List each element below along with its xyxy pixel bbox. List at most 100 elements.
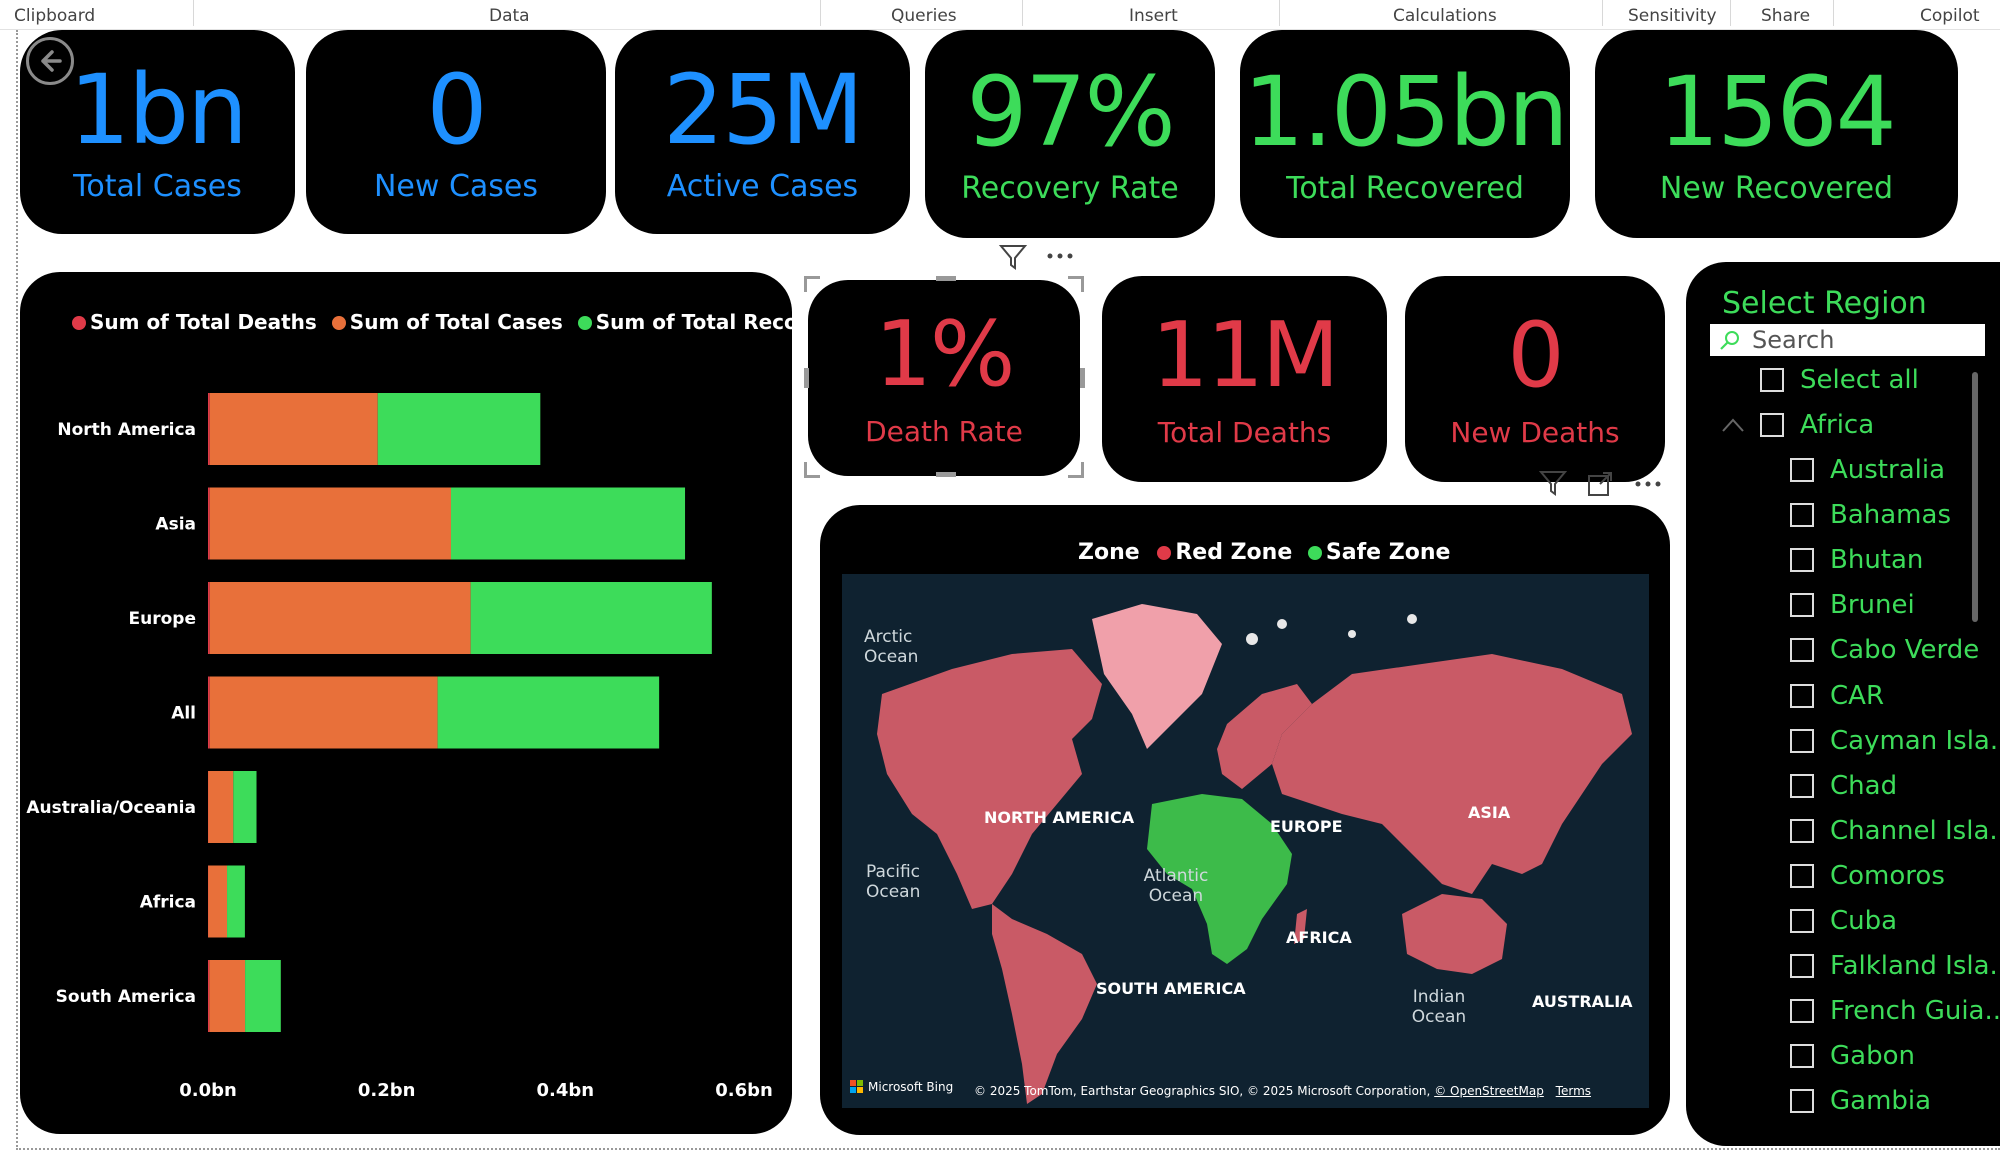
selection-handle[interactable] <box>804 368 809 388</box>
slicer-item[interactable]: Chad <box>1790 769 1897 803</box>
terms-link[interactable]: Terms <box>1555 1084 1592 1098</box>
slicer-item[interactable]: Australia <box>1790 453 1945 487</box>
slicer-select-all[interactable]: Select all <box>1760 363 1919 397</box>
slicer-group-africa[interactable]: Africa <box>1720 408 1874 442</box>
slicer-item[interactable]: Cabo Verde <box>1790 633 1979 667</box>
checkbox[interactable] <box>1760 413 1784 437</box>
filter-icon[interactable] <box>1538 468 1568 498</box>
bar-segment[interactable] <box>208 393 210 465</box>
bar-segment[interactable] <box>208 865 209 938</box>
checkbox[interactable] <box>1790 728 1814 753</box>
slicer-item[interactable]: French Guia... <box>1790 994 2000 1028</box>
selection-handle[interactable] <box>936 276 956 281</box>
slicer-item[interactable]: Gambia <box>1790 1084 1931 1118</box>
bar-segment[interactable] <box>377 393 541 465</box>
x-tick-label: 0.2bn <box>358 1080 416 1100</box>
slicer-item[interactable]: Falkland Isla... <box>1790 949 2000 983</box>
bar-segment[interactable] <box>227 865 245 938</box>
kpi-card-total-recovered[interactable]: 1.05bn Total Recovered <box>1240 30 1570 238</box>
slicer-item[interactable]: Bahamas <box>1790 498 1951 532</box>
legend-label: Sum of Total Deaths <box>90 310 317 334</box>
slicer-item[interactable]: Comoros <box>1790 859 1945 893</box>
bar-segment[interactable] <box>209 487 451 560</box>
checkbox[interactable] <box>1790 954 1814 979</box>
slicer-search[interactable]: Search <box>1710 324 1985 356</box>
checkbox[interactable] <box>1790 683 1814 708</box>
checkbox[interactable] <box>1790 548 1814 573</box>
kpi-card-recovery-rate[interactable]: 97% Recovery Rate <box>925 30 1215 238</box>
kpi-card-new-deaths[interactable]: 0 New Deaths <box>1405 276 1665 482</box>
bar-segment[interactable] <box>209 582 471 654</box>
legend-dot <box>1307 546 1322 560</box>
bar-segment[interactable] <box>208 582 210 654</box>
slicer-item[interactable]: Bhutan <box>1790 543 1923 577</box>
slicer-item[interactable]: Cuba <box>1790 904 1897 938</box>
slicer-item[interactable]: Brunei <box>1790 588 1915 622</box>
kpi-card-death-rate[interactable]: 1% Death Rate <box>808 280 1080 476</box>
selection-handle[interactable] <box>1080 368 1085 388</box>
greenland-shape <box>1092 604 1222 749</box>
focus-mode-icon[interactable] <box>1586 470 1614 498</box>
bar-segment[interactable] <box>437 676 660 749</box>
bar-segment[interactable] <box>208 771 234 843</box>
legend-dot <box>577 316 592 330</box>
checkbox[interactable] <box>1790 503 1814 528</box>
ice-mark <box>1407 614 1417 624</box>
slicer-scrollbar[interactable] <box>1972 372 1978 622</box>
selection-handle[interactable] <box>936 472 956 477</box>
bar-segment[interactable] <box>450 487 686 560</box>
bar-segment[interactable] <box>208 771 209 843</box>
kpi-value: 0 <box>1507 303 1564 408</box>
bar-segment[interactable] <box>208 487 210 560</box>
checkbox[interactable] <box>1790 909 1814 933</box>
back-button[interactable] <box>26 37 74 85</box>
bar-segment[interactable] <box>233 771 257 843</box>
bar-segment[interactable] <box>209 960 246 1032</box>
selection-handle[interactable] <box>1068 276 1084 292</box>
world-map[interactable]: Arctic Ocean NORTH AMERICA EUROPE ASIA P… <box>842 574 1649 1108</box>
checkbox[interactable] <box>1790 593 1814 618</box>
more-options-icon[interactable] <box>1044 244 1076 268</box>
bar-segment[interactable] <box>208 960 210 1032</box>
ribbon-separator <box>1022 0 1023 26</box>
map-label-atlantic: Atlantic Ocean <box>1143 866 1209 906</box>
checkbox[interactable] <box>1790 1089 1814 1114</box>
chevron-up-icon[interactable] <box>1720 415 1746 435</box>
checkbox[interactable] <box>1790 999 1814 1024</box>
slicer-item-label: CAR <box>1830 680 1885 711</box>
bar-segment[interactable] <box>245 960 281 1032</box>
north-america-shape <box>877 649 1102 909</box>
kpi-card-total-deaths[interactable]: 11M Total Deaths <box>1102 276 1387 482</box>
slicer-item[interactable]: CAR <box>1790 679 1884 713</box>
filter-icon[interactable] <box>998 242 1028 272</box>
ribbon-group-calculations: Calculations <box>1393 6 1497 26</box>
checkbox[interactable] <box>1790 818 1814 843</box>
checkbox[interactable] <box>1790 1044 1814 1069</box>
slicer-item[interactable]: Cayman Isla... <box>1790 724 2000 758</box>
checkbox[interactable] <box>1790 863 1814 888</box>
osm-link[interactable]: © OpenStreetMap <box>1434 1084 1544 1098</box>
region-slicer-panel[interactable] <box>1686 262 2000 1146</box>
more-options-icon[interactable] <box>1632 472 1664 496</box>
bar-segment[interactable] <box>208 676 210 749</box>
slicer-item[interactable]: Gabon <box>1790 1039 1915 1073</box>
selection-handle[interactable] <box>804 462 820 478</box>
slicer-item[interactable]: Channel Isla... <box>1790 814 2000 848</box>
slicer-item-label: Brunei <box>1830 590 1915 621</box>
bar-segment[interactable] <box>208 865 228 938</box>
bar-segment[interactable] <box>470 582 712 654</box>
bar-segment[interactable] <box>209 676 438 749</box>
checkbox[interactable] <box>1760 368 1784 392</box>
checkbox[interactable] <box>1790 773 1814 798</box>
kpi-card-new-cases[interactable]: 0 New Cases <box>306 30 606 234</box>
checkbox[interactable] <box>1790 458 1814 482</box>
selection-handle[interactable] <box>804 276 820 292</box>
kpi-card-active-cases[interactable]: 25M Active Cases <box>615 30 910 234</box>
ice-mark <box>1348 630 1356 638</box>
bar-segment[interactable] <box>209 393 378 465</box>
checkbox[interactable] <box>1790 638 1814 663</box>
selection-handle[interactable] <box>1068 462 1084 478</box>
slicer-item-label: Cuba <box>1830 906 1898 936</box>
legend-item: Safe Zone <box>1307 540 1450 565</box>
kpi-card-new-recovered[interactable]: 1564 New Recovered <box>1595 30 1958 238</box>
